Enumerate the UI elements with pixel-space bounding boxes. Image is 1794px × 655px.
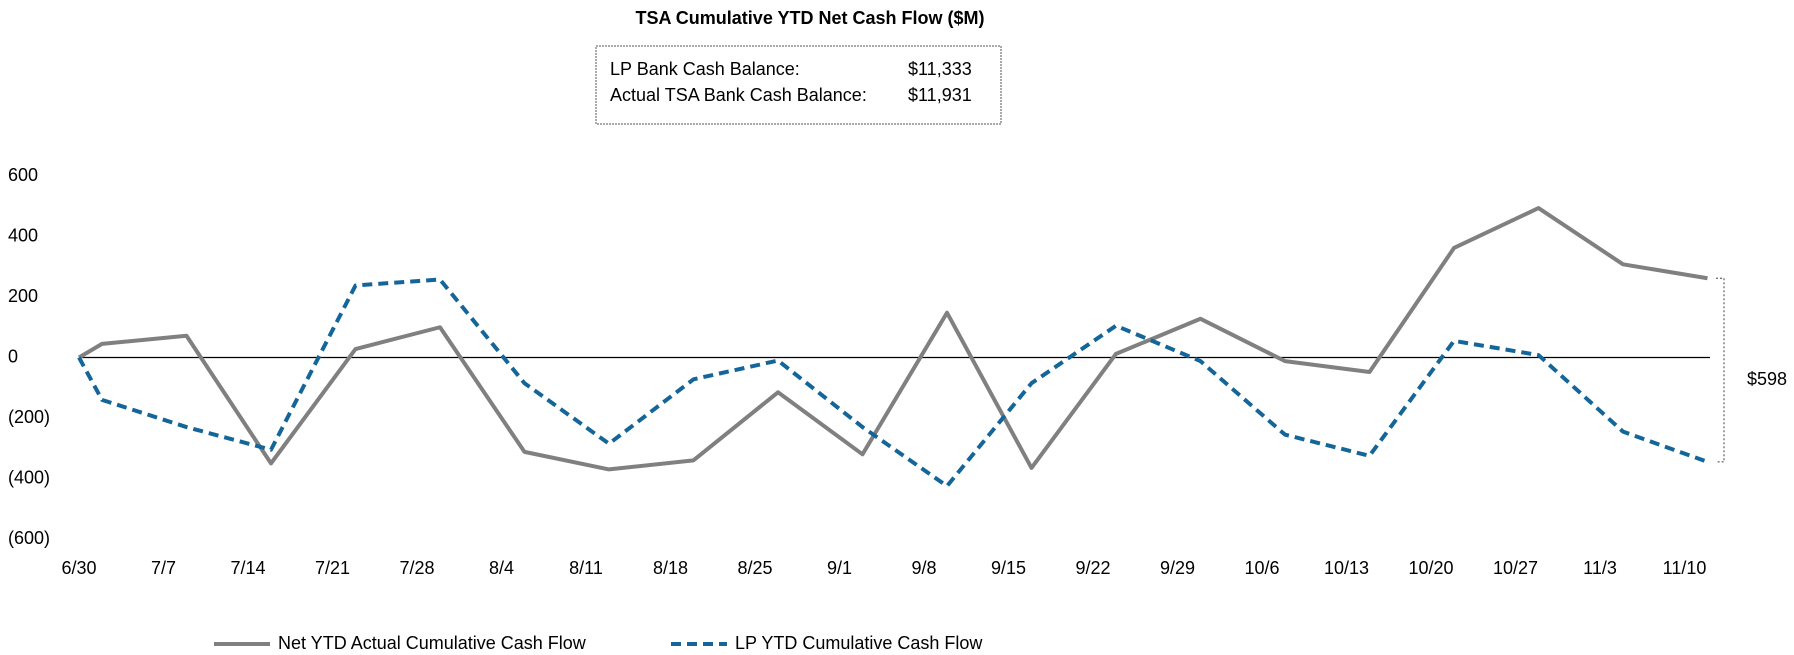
x-tick-label: 9/8 [911, 558, 936, 578]
x-tick-label: 8/25 [737, 558, 772, 578]
series-line [77, 277, 1709, 489]
x-tick-label: 7/28 [399, 558, 434, 578]
x-tick-label: 10/20 [1408, 558, 1453, 578]
y-tick-label: (200) [8, 407, 50, 427]
legend-label: LP YTD Cumulative Cash Flow [735, 633, 983, 653]
y-tick-label: 200 [8, 286, 38, 306]
series-line [77, 206, 1708, 472]
x-tick-label: 9/1 [827, 558, 852, 578]
annotation: $598 [1747, 369, 1787, 389]
legend-label: Net YTD Actual Cumulative Cash Flow [278, 633, 587, 653]
y-tick-label: 400 [8, 225, 38, 245]
x-tick-label: 9/29 [1160, 558, 1195, 578]
y-tick-label: (400) [8, 467, 50, 487]
info-box [595, 45, 1002, 125]
x-tick-label: 8/4 [489, 558, 514, 578]
x-tick-label: 7/7 [151, 558, 176, 578]
x-tick-label: 8/18 [653, 558, 688, 578]
info-value: $11,931 [908, 85, 972, 105]
chart-title: TSA Cumulative YTD Net Cash Flow ($M) [635, 8, 984, 28]
info-label: LP Bank Cash Balance: [610, 59, 800, 79]
x-tick-label: 10/27 [1493, 558, 1538, 578]
info-label: Actual TSA Bank Cash Balance: [610, 85, 867, 105]
x-tick-label: 10/13 [1324, 558, 1369, 578]
x-tick-label: 7/21 [315, 558, 350, 578]
x-tick-label: 9/22 [1075, 558, 1110, 578]
y-tick-label: (600) [8, 528, 50, 548]
y-tick-label: 0 [8, 346, 18, 366]
info-value: $11,333 [908, 59, 972, 79]
y-tick-label: 600 [8, 165, 38, 185]
x-tick-label: 6/30 [61, 558, 96, 578]
x-tick-label: 9/15 [991, 558, 1026, 578]
x-tick-label: 7/14 [230, 558, 265, 578]
bracket [1716, 277, 1725, 463]
x-tick-label: 8/11 [569, 558, 603, 578]
x-tick-label: 11/3 [1583, 558, 1617, 578]
x-tick-label: 11/10 [1663, 558, 1707, 578]
x-tick-label: 10/6 [1244, 558, 1279, 578]
